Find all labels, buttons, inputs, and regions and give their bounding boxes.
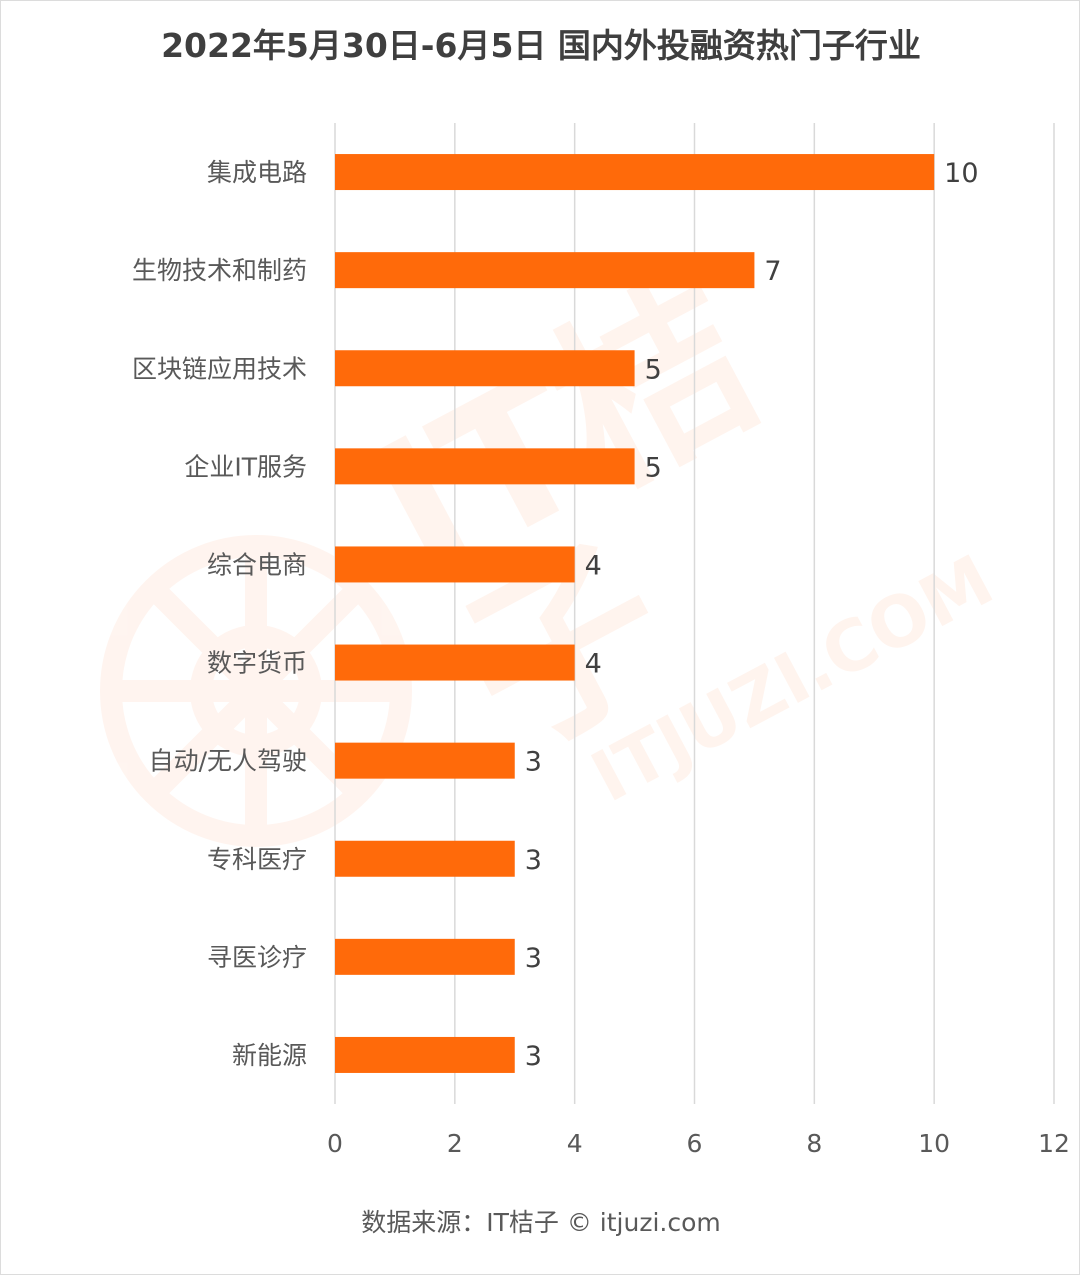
bar bbox=[335, 644, 575, 681]
bar bbox=[335, 742, 515, 779]
category-label: 区块链应用技术 bbox=[132, 354, 307, 383]
value-label: 3 bbox=[525, 943, 542, 974]
bar bbox=[335, 154, 935, 191]
value-label: 5 bbox=[645, 452, 662, 483]
category-label: 寻医诊疗 bbox=[207, 943, 307, 972]
bar bbox=[335, 448, 635, 485]
x-tick-label: 0 bbox=[327, 1129, 343, 1158]
value-label: 4 bbox=[585, 649, 602, 680]
chart-title: 2022年5月30日-6月5日 国内外投融资热门子行业 bbox=[161, 26, 921, 65]
category-label: 数字货币 bbox=[207, 649, 307, 678]
x-tick-label: 6 bbox=[687, 1129, 703, 1158]
bar bbox=[335, 1036, 515, 1073]
category-labels: 集成电路生物技术和制药区块链应用技术企业IT服务综合电商数字货币自动/无人驾驶专… bbox=[132, 158, 307, 1070]
value-label: 4 bbox=[585, 550, 602, 581]
category-label: 企业IT服务 bbox=[184, 452, 307, 481]
x-tick-labels: 0 2 4 6 8 10 12 bbox=[327, 1129, 1070, 1158]
category-label: 专科医疗 bbox=[207, 845, 307, 874]
value-label: 3 bbox=[525, 1041, 542, 1072]
category-label: 综合电商 bbox=[207, 550, 307, 579]
bars bbox=[335, 154, 935, 1073]
x-tick-label: 4 bbox=[567, 1129, 583, 1158]
value-labels: 10 7 5 5 4 4 3 3 3 3 bbox=[525, 158, 979, 1072]
bar bbox=[335, 350, 635, 387]
value-label: 3 bbox=[525, 845, 542, 876]
value-label: 5 bbox=[645, 354, 662, 385]
bar bbox=[335, 938, 515, 975]
source-note: 数据来源：IT桔子 © itjuzi.com bbox=[361, 1208, 721, 1237]
category-label: 新能源 bbox=[232, 1041, 307, 1070]
x-tick-label: 2 bbox=[447, 1129, 463, 1158]
value-label: 10 bbox=[944, 158, 978, 189]
category-label: 自动/无人驾驶 bbox=[149, 747, 307, 776]
x-tick-label: 10 bbox=[918, 1129, 950, 1158]
category-label: 集成电路 bbox=[207, 158, 307, 187]
value-label: 7 bbox=[764, 256, 781, 287]
bar bbox=[335, 252, 755, 289]
bar bbox=[335, 546, 575, 583]
bar bbox=[335, 840, 515, 877]
x-tick-label: 8 bbox=[806, 1129, 822, 1158]
value-label: 3 bbox=[525, 747, 542, 778]
x-tick-label: 12 bbox=[1038, 1129, 1070, 1158]
category-label: 生物技术和制药 bbox=[132, 256, 307, 285]
